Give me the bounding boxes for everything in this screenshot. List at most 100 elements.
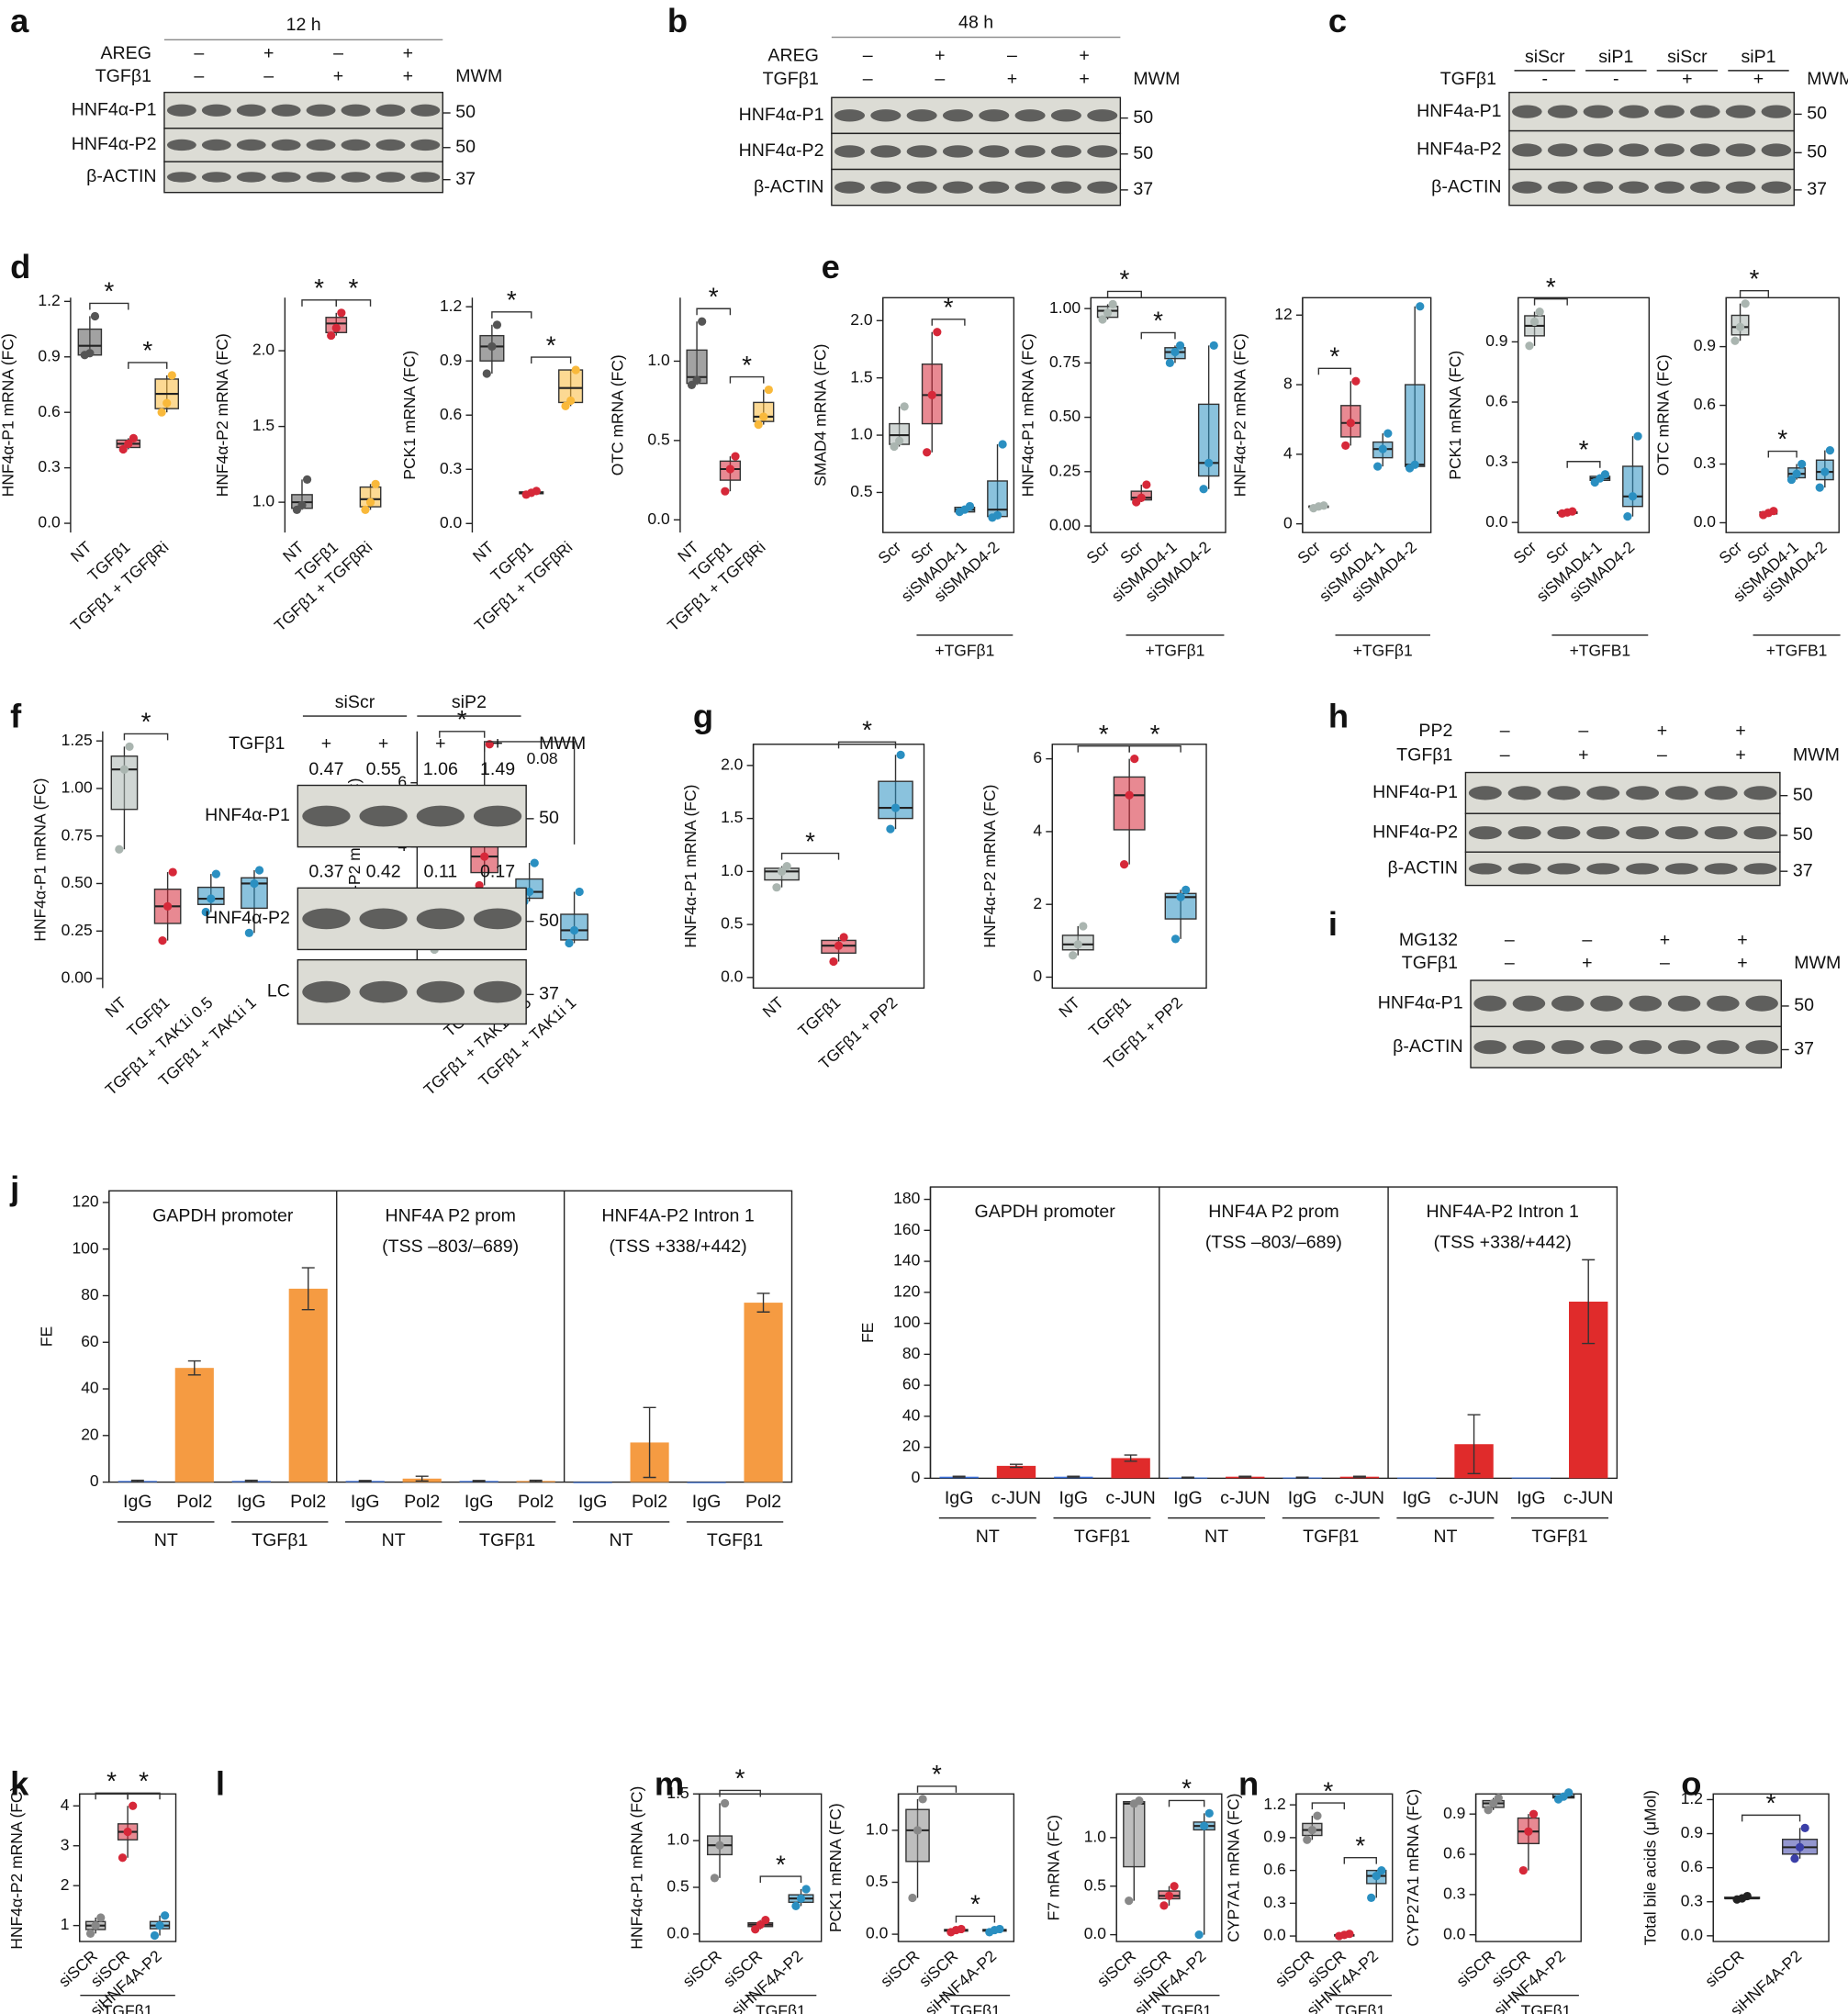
point <box>715 1841 724 1850</box>
y-tick-label: 1.0 <box>721 861 744 879</box>
significance-bracket <box>531 356 572 364</box>
mwm-value: 37 <box>1794 1039 1814 1059</box>
point <box>1410 460 1419 469</box>
y-tick-label: 0.9 <box>38 346 60 364</box>
point <box>1119 859 1129 869</box>
quantification: 0.47 <box>308 759 343 779</box>
band <box>416 980 465 1003</box>
x-tick-label: siSCR <box>877 1947 923 1991</box>
mwm-value: 50 <box>1794 995 1814 1015</box>
y-tick-label: 0.0 <box>440 513 463 531</box>
y-tick-label: 1.0 <box>866 1819 889 1838</box>
band <box>341 104 371 117</box>
y-tick-label: 0.0 <box>1485 512 1508 531</box>
x-tick-label: IgG <box>1059 1488 1089 1508</box>
point <box>754 420 763 430</box>
mwm-value: 50 <box>455 137 476 157</box>
band <box>416 908 465 930</box>
y-tick-label: 120 <box>72 1192 98 1211</box>
band <box>1667 1040 1701 1055</box>
facet-title: HNF4A P2 prom <box>1208 1202 1338 1222</box>
condition-name: TGFβ1 <box>763 69 819 89</box>
significance-label: * <box>1750 264 1760 293</box>
band <box>1468 786 1502 800</box>
y-tick-label: 0.0 <box>866 1924 889 1942</box>
y-tick-label: 8 <box>1283 375 1293 393</box>
band <box>906 109 937 122</box>
panel-letter: b <box>667 2 688 39</box>
band <box>1551 1040 1585 1055</box>
facet-title: (TSS +338/+442) <box>610 1236 747 1257</box>
group-label: NT <box>1204 1527 1228 1547</box>
band <box>1014 109 1046 122</box>
condition-name: TGFβ1 <box>95 66 151 86</box>
significance-label: * <box>970 1890 980 1919</box>
mwm-value: 50 <box>1133 143 1153 163</box>
point <box>1795 1842 1805 1852</box>
band <box>1586 826 1620 840</box>
point <box>1125 1896 1134 1906</box>
point <box>1164 1891 1174 1900</box>
x-tick-label: c-JUN <box>991 1488 1041 1508</box>
y-tick-label: 0.9 <box>1263 1828 1285 1846</box>
y-tick-label: 0.6 <box>1485 392 1507 410</box>
y-tick-label: 40 <box>902 1405 921 1424</box>
band <box>236 172 266 183</box>
y-tick-label: 0.0 <box>1681 1925 1704 1943</box>
y-tick-label: 2.0 <box>252 341 275 359</box>
band <box>416 805 465 827</box>
box <box>1405 384 1426 467</box>
x-tick-label: IgG <box>237 1492 266 1512</box>
mwm-value: 37 <box>1793 860 1813 880</box>
point <box>1200 1821 1209 1830</box>
point <box>1125 790 1134 800</box>
band <box>1690 105 1720 118</box>
point <box>167 371 176 380</box>
y-tick-label: 0.50 <box>62 873 93 891</box>
box <box>1197 403 1220 477</box>
band-label: HNF4α-P2 <box>1372 822 1458 842</box>
y-tick-label: 0.9 <box>1694 336 1716 354</box>
band <box>1547 105 1578 118</box>
condition-value: – <box>194 43 204 63</box>
band-label: HNF4α-P1 <box>1372 782 1458 802</box>
band <box>1629 1040 1663 1055</box>
significance-bracket <box>1533 297 1568 306</box>
point <box>566 396 576 406</box>
band <box>1507 863 1541 875</box>
group-label: siP2 <box>452 692 487 712</box>
point <box>1820 467 1830 476</box>
point <box>796 1894 806 1903</box>
point <box>1130 755 1139 764</box>
band-label: HNF4a-P1 <box>1417 101 1501 121</box>
point <box>1529 1809 1539 1818</box>
y-axis-label: FE <box>37 1326 55 1347</box>
condition-value: + <box>1735 721 1745 741</box>
y-tick-label: 1.2 <box>1263 1795 1285 1813</box>
point <box>1792 469 1801 478</box>
condition-name: MG132 <box>1399 930 1458 950</box>
point <box>1735 322 1745 331</box>
band <box>166 104 196 117</box>
group-label: siScr <box>1525 47 1565 67</box>
panel-letter: a <box>10 2 29 39</box>
point <box>250 878 259 889</box>
x-tick-label: IgG <box>351 1492 380 1512</box>
condition-value: + <box>403 43 413 63</box>
point <box>1351 376 1361 386</box>
point <box>1372 1871 1381 1881</box>
mwm-value: 50 <box>1793 824 1813 845</box>
y-tick-label: 4 <box>1033 822 1042 840</box>
condition-value: – <box>1660 953 1670 973</box>
y-tick-label: 80 <box>902 1344 921 1362</box>
point <box>1307 1825 1316 1835</box>
band <box>271 104 301 117</box>
y-axis-label: HNF4α-P2 mRNA (FC) <box>7 1786 26 1950</box>
significance-label: * <box>805 827 815 856</box>
y-tick-label: 0.5 <box>866 1872 888 1890</box>
bar <box>744 1303 783 1483</box>
point <box>371 479 380 488</box>
point <box>1568 507 1577 516</box>
band <box>1512 181 1542 194</box>
